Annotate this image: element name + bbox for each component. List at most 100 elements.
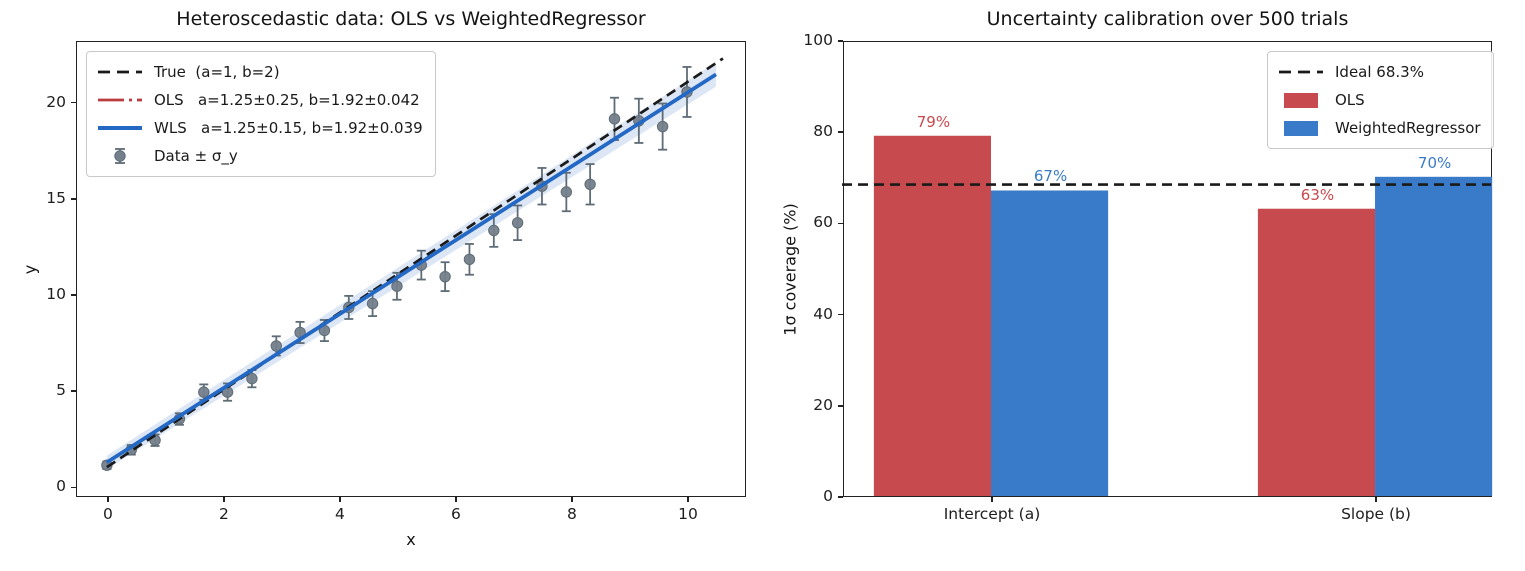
y-tick-label: 0 (56, 477, 66, 496)
x-tick-mark (571, 497, 573, 502)
weightedregressor-color-patch-icon (1278, 119, 1324, 137)
true-line (106, 57, 725, 469)
data-marker (561, 186, 573, 199)
y-tick-label: 20 (813, 395, 833, 414)
bar-weightedregressor-intercept (991, 190, 1109, 497)
x-tick-mark (1375, 497, 1377, 502)
y-tick-mark (838, 40, 843, 42)
legend-row-ideal: Ideal 68.3% (1278, 58, 1481, 86)
red-patch-glyph (1284, 93, 1318, 108)
legend-label-data: Data ± σ_y (154, 147, 238, 165)
x-tick-mark (223, 497, 225, 502)
true-line-dashed-sample-icon (97, 63, 143, 81)
left-chart-canvas (101, 57, 725, 472)
x-tick-mark (455, 497, 457, 502)
y-tick-mark (71, 390, 76, 392)
right-legend: Ideal 68.3% OLS WeightedRegressor (1267, 51, 1494, 149)
data-marker (464, 254, 476, 266)
legend-label-wr-bar: WeightedRegressor (1335, 119, 1481, 137)
data-point-with-errorbar (657, 102, 669, 151)
data-marker (584, 179, 597, 191)
ols-color-patch-icon (1278, 91, 1324, 109)
x-tick-label: 8 (567, 505, 577, 523)
y-tick-mark (838, 222, 843, 225)
y-tick-mark (71, 101, 76, 104)
y-tick-label: 5 (56, 381, 66, 400)
left-xaxis-label: x (406, 530, 416, 549)
bar-weightedregressor-slope (1375, 177, 1493, 497)
bar-value-label: 63% (1300, 185, 1335, 204)
bar-ols-slope (1258, 209, 1376, 497)
y-tick-mark (838, 313, 843, 316)
data-marker (246, 373, 259, 385)
y-tick-label: 40 (813, 304, 833, 323)
bar-value-label: 79% (916, 112, 951, 131)
bar-ols-intercept (874, 136, 992, 497)
legend-row-wls: WLS a=1.25±0.15, b=1.92±0.039 (97, 114, 423, 142)
y-tick-label: 10 (46, 284, 66, 303)
wls-fit-line (106, 73, 718, 465)
x-tick-mark (107, 497, 109, 502)
marker-glyph (114, 150, 126, 162)
y-tick-mark (71, 486, 76, 489)
legend-label-ideal: Ideal 68.3% (1335, 63, 1424, 81)
data-marker (488, 225, 500, 237)
legend-label-ols: OLS a=1.25±0.25, b=1.92±0.042 (154, 91, 420, 109)
legend-row-true: True (a=1, b=2) (97, 58, 423, 86)
left-chart-title: Heteroscedastic data: OLS vs WeightedReg… (176, 8, 646, 30)
data-marker (198, 386, 210, 399)
data-marker (657, 121, 669, 133)
data-marker (609, 113, 621, 125)
data-point-with-errorbar (391, 272, 404, 302)
right-yaxis-label: 1σ coverage (%) (780, 203, 800, 336)
data-marker (439, 271, 452, 283)
category-tick-label: Intercept (a) (943, 505, 1041, 523)
data-point-with-errorbar (561, 172, 573, 213)
right-chart-title: Uncertainty calibration over 500 trials (986, 8, 1349, 30)
data-marker (270, 340, 283, 353)
data-point-with-errorbar (584, 163, 597, 206)
y-tick-mark (838, 405, 843, 407)
ideal-line-dashed-sample-icon (1278, 63, 1324, 81)
x-tick-label: 4 (335, 505, 345, 523)
y-tick-label: 0 (823, 487, 833, 505)
legend-row-wr-patch: WeightedRegressor (1278, 114, 1481, 142)
data-point-with-errorbar (439, 261, 452, 293)
data-marker (391, 280, 404, 293)
legend-row-data: Data ± σ_y (97, 142, 423, 170)
y-tick-mark (838, 131, 843, 133)
x-tick-mark (339, 497, 341, 502)
y-tick-mark (71, 197, 76, 200)
x-tick-mark (687, 497, 689, 502)
legend-label-wls: WLS a=1.25±0.15, b=1.92±0.039 (154, 119, 423, 137)
ols-line-sample-icon (97, 91, 143, 109)
bar-value-label: 67% (1033, 167, 1068, 186)
y-tick-label: 100 (803, 31, 833, 49)
blue-patch-glyph (1284, 121, 1318, 136)
legend-label-true: True (a=1, b=2) (154, 63, 280, 81)
y-tick-label: 15 (46, 188, 66, 207)
data-marker (367, 298, 379, 310)
x-tick-label: 2 (218, 505, 229, 523)
y-tick-mark (838, 496, 843, 498)
legend-row-ols-patch: OLS (1278, 86, 1481, 114)
y-tick-label: 20 (46, 92, 66, 111)
x-tick-label: 0 (102, 505, 113, 523)
y-tick-label: 80 (813, 122, 833, 141)
legend-row-ols: OLS a=1.25±0.25, b=1.92±0.042 (97, 86, 423, 114)
y-tick-mark (71, 294, 76, 296)
bar-value-label: 70% (1417, 153, 1452, 172)
left-legend: True (a=1, b=2) OLS a=1.25±0.25, b=1.92±… (86, 51, 436, 177)
data-point-with-errorbar (512, 204, 524, 242)
x-tick-label: 10 (678, 505, 698, 523)
x-tick-label: 6 (451, 505, 461, 523)
y-tick-label: 60 (813, 213, 833, 232)
data-errorbar-sample-icon (97, 147, 143, 165)
x-tick-mark (991, 497, 993, 502)
right-chart-canvas (842, 136, 1493, 497)
data-marker (512, 217, 524, 229)
data-point-with-errorbar (464, 243, 476, 277)
wls-line-sample-icon (97, 119, 143, 137)
legend-label-ols-bar: OLS (1335, 91, 1365, 109)
